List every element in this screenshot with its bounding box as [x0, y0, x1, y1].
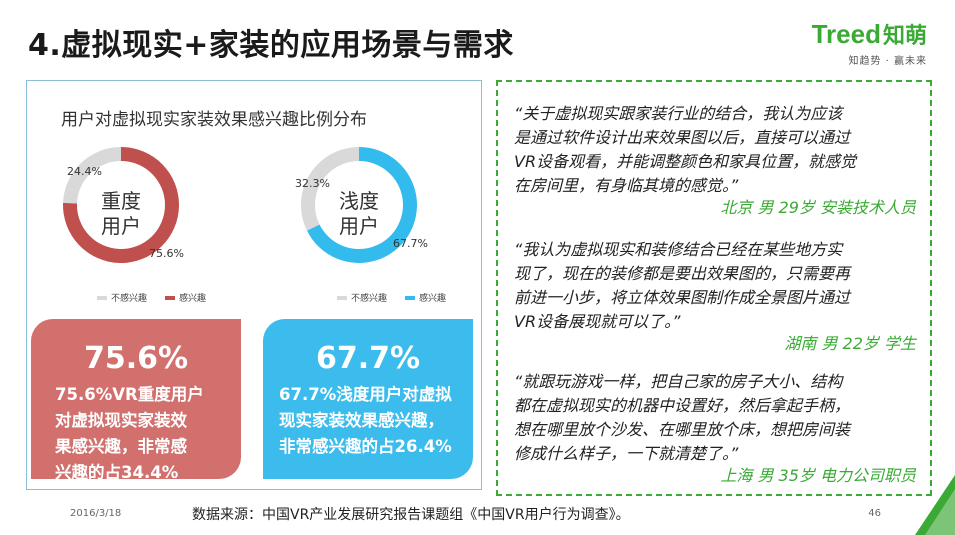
donut-light-center-line2: 用户: [339, 214, 379, 238]
donut-slice-not-interested: [63, 147, 121, 204]
quote-line: “我认为虚拟现实和装修结合已经在某些地方实: [514, 240, 843, 259]
logo-brand: Treed: [811, 19, 881, 49]
legend-label-not-interested: 不感兴趣: [111, 294, 148, 304]
donut-heavy-value-interested: 75.6%: [149, 247, 184, 260]
light-users-card-text: 67.7%浅度用户对虚拟 现实家装效果感兴趣， 非常感兴趣的占26.4%: [263, 382, 473, 460]
donut-heavy-center-line1: 重度: [101, 189, 141, 213]
heavy-users-card-text: 75.6%VR重度用户 对虚拟现实家装效 果感兴趣，非常感 兴趣的占34.4%: [31, 382, 241, 486]
legend-heavy: 不感兴趣 感兴趣: [97, 291, 206, 304]
quote-line: 是通过软件设计出来效果图以后，直接可以通过: [514, 128, 851, 147]
quote-1: “关于虚拟现实跟家装行业的结合，我认为应该 是通过软件设计出来效果图以后，直接可…: [514, 102, 916, 198]
footer-data-source: 数据来源：中国VR产业发展研究报告课题组《中国VR用户行为调查》。: [192, 507, 630, 523]
legend-swatch-not-interested: [337, 295, 347, 300]
legend-label-interested: 感兴趣: [419, 294, 447, 304]
donut-heavy-center-label: 重度 用户: [91, 189, 151, 239]
legend-light: 不感兴趣 感兴趣: [337, 291, 446, 304]
quote-line: “就跟玩游戏一样，把自己家的房子大小、结构: [514, 372, 843, 391]
donut-light-center-line1: 浅度: [339, 189, 379, 213]
donut-light-center-label: 浅度 用户: [329, 189, 389, 239]
light-users-card-percent: 67.7%: [315, 341, 421, 376]
card-line: 对虚拟现实家装效: [55, 411, 187, 430]
donut-slice-not-interested: [301, 147, 359, 231]
donut-heavy-value-not-interested: 24.4%: [67, 165, 102, 178]
heavy-users-card: 75.6% 75.6%VR重度用户 对虚拟现实家装效 果感兴趣，非常感 兴趣的占…: [31, 319, 241, 482]
quote-line: “关于虚拟现实跟家装行业的结合，我认为应该: [514, 104, 843, 123]
card-line: 兴趣的占34.4%: [55, 463, 179, 482]
corner-decoration: [915, 475, 955, 535]
quote-line: 在房间里，有身临其境的感觉。”: [514, 176, 739, 195]
footer-date: 2016/3/18: [70, 508, 122, 519]
quote-2-source: 湖南 男 22岁 学生: [784, 334, 916, 353]
heavy-users-card-percent: 75.6%: [83, 341, 189, 376]
donut-light-value-not-interested: 32.3%: [295, 177, 330, 190]
quote-line: 想在哪里放个沙发、在哪里放个床，想把房间装: [514, 420, 851, 439]
chart-title: 用户对虚拟现实家装效果感兴趣比例分布: [61, 110, 367, 130]
card-line: 75.6%VR重度用户: [55, 385, 204, 404]
survey-panel: 用户对虚拟现实家装效果感兴趣比例分布 24.4% 75.6% 重度 用户 不感兴…: [26, 80, 482, 490]
quote-line: VR设备展现就可以了。”: [514, 312, 681, 331]
card-line: 67.7%浅度用户对虚拟: [279, 385, 452, 404]
card-line: 果感兴趣，非常感: [55, 437, 187, 456]
legend-swatch-interested: [165, 295, 176, 300]
legend-swatch-not-interested: [97, 295, 107, 300]
light-users-card: 67.7% 67.7%浅度用户对虚拟 现实家装效果感兴趣， 非常感兴趣的占26.…: [263, 319, 473, 479]
quote-line: VR设备观看，并能调整颜色和家具位置，就感觉: [514, 152, 857, 171]
quote-line: 都在虚拟现实的机器中设置好，然后拿起手柄，: [514, 396, 851, 415]
donut-light-value-interested: 67.7%: [393, 237, 428, 250]
legend-label-interested: 感兴趣: [179, 294, 207, 304]
legend-swatch-interested: [405, 295, 416, 300]
donut-chart-heavy-users: [63, 147, 179, 263]
logo-tagline: 知趋势 · 赢未来: [848, 56, 927, 67]
donut-chart-light-users: [301, 147, 417, 263]
quote-line: 前进一小步，将立体效果图制作成全景图片通过: [514, 288, 851, 307]
brand-logo: Treed知萌 知趋势 · 赢未来: [812, 18, 927, 67]
slide-title: 4.虚拟现实+家装的应用场景与需求: [28, 28, 514, 63]
quote-1-source: 北京 男 29岁 安装技术人员: [720, 198, 916, 217]
logo-brand-cn: 知萌: [882, 24, 927, 49]
quotes-panel: “关于虚拟现实跟家装行业的结合，我认为应该 是通过软件设计出来效果图以后，直接可…: [496, 80, 932, 496]
legend-label-not-interested: 不感兴趣: [351, 294, 388, 304]
card-line: 现实家装效果感兴趣，: [279, 411, 444, 430]
quote-3-source: 上海 男 35岁 电力公司职员: [720, 466, 916, 485]
donut-heavy-center-line2: 用户: [101, 214, 141, 238]
quote-3: “就跟玩游戏一样，把自己家的房子大小、结构 都在虚拟现实的机器中设置好，然后拿起…: [514, 370, 916, 466]
quote-2: “我认为虚拟现实和装修结合已经在某些地方实 现了，现在的装修都是要出效果图的，只…: [514, 238, 916, 334]
card-line: 非常感兴趣的占26.4%: [279, 437, 452, 456]
quote-line: 修成什么样子，一下就清楚了。”: [514, 444, 739, 463]
page-number: 46: [868, 508, 881, 519]
quote-line: 现了，现在的装修都是要出效果图的，只需要再: [514, 264, 851, 283]
